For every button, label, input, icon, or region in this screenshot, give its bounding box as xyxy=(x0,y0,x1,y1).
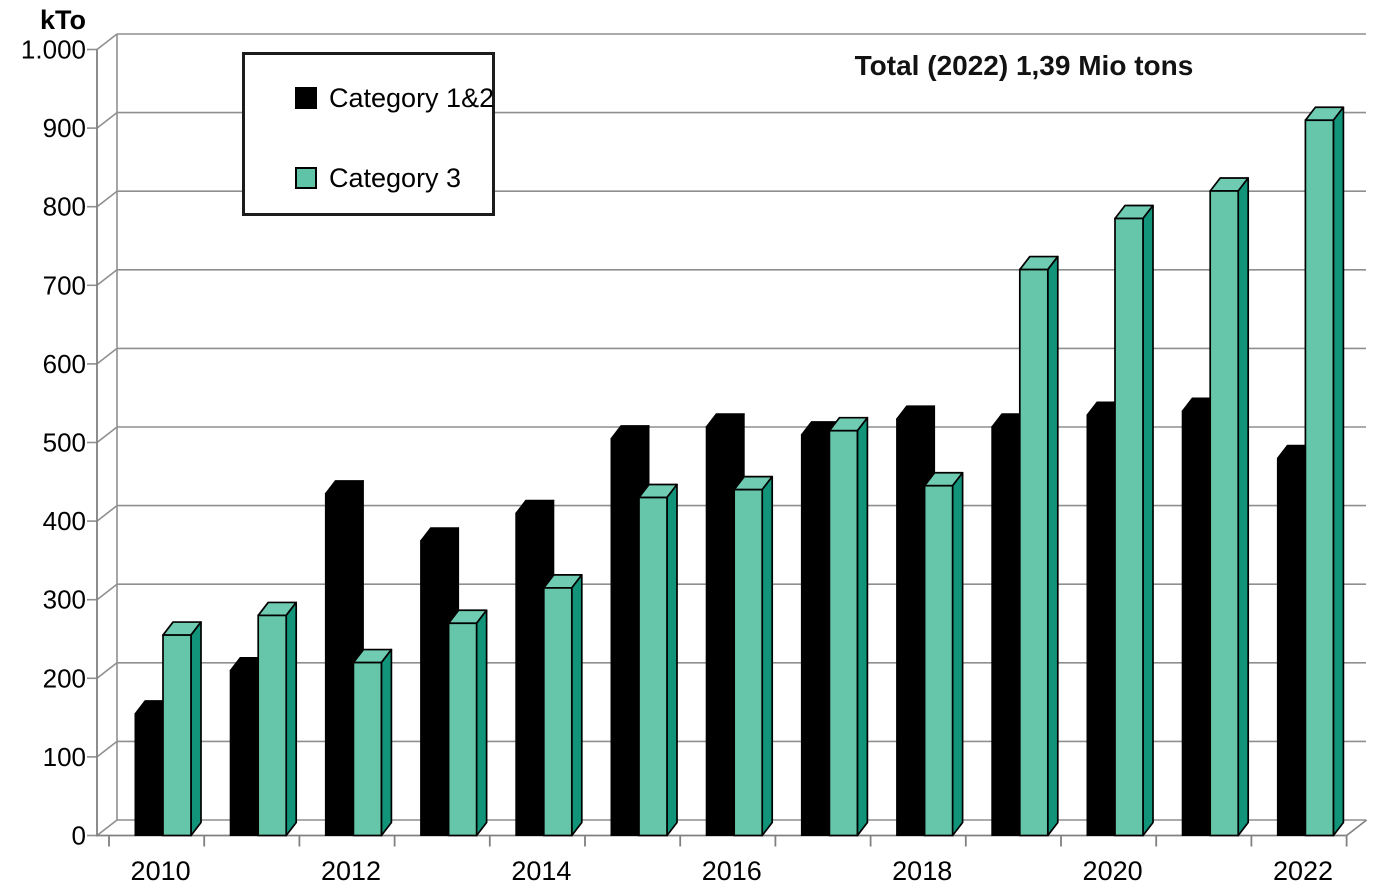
x-tick-label: 2022 xyxy=(1273,856,1333,886)
y-tick-label: 100 xyxy=(43,742,86,772)
bar-category12-2017-front-face xyxy=(800,434,830,836)
depth-connector-line xyxy=(96,426,118,444)
bar-group-2016 xyxy=(705,413,774,837)
bar-category3-2022-side-face xyxy=(1332,106,1345,837)
bar-category3-2016-front-face xyxy=(733,488,764,837)
bar-category3-2010-front-face xyxy=(162,634,192,837)
bar-category12-2014-front-face xyxy=(515,512,545,836)
floor-right-edge xyxy=(1346,819,1368,837)
bar-category3-2018-front-face xyxy=(923,484,954,837)
x-tick-label: 2020 xyxy=(1083,856,1143,886)
bar-category3-2010-side-face xyxy=(190,621,202,837)
legend-item-category-3: Category 3 xyxy=(295,163,461,193)
bar-category3-2017-front-face xyxy=(828,429,859,837)
y-tick-label: 400 xyxy=(43,506,86,536)
y-tick-label: 1.000 xyxy=(21,35,86,65)
bar-group-2018 xyxy=(896,405,964,837)
depth-connector-line xyxy=(96,33,118,51)
bar-category3-2014-front-face xyxy=(542,587,573,837)
bar-category3-2013-side-face xyxy=(475,609,488,837)
y-tick-label: 500 xyxy=(43,428,86,458)
bar-category12-2019-front-face xyxy=(991,426,1021,836)
bar-category12-2013-front-face xyxy=(420,540,450,836)
depth-connector-line xyxy=(96,111,118,129)
bar-category12-2015-front-face xyxy=(610,438,640,836)
y-axis-unit-label: kTo xyxy=(40,5,86,35)
x-tick-label: 2018 xyxy=(892,856,952,886)
bar-category3-2021-side-face xyxy=(1237,177,1250,837)
legend-swatch-category-3 xyxy=(295,167,317,189)
bar-category3-2013-front-face xyxy=(447,622,478,837)
bar-category3-2019-front-face xyxy=(1018,268,1049,837)
bar-group-2015 xyxy=(610,425,678,837)
depth-connector-line xyxy=(96,269,118,286)
bar-category12-2010-front-face xyxy=(134,713,164,836)
bar-group-2014 xyxy=(515,499,583,837)
y-tick-label: 200 xyxy=(43,663,86,693)
depth-connector-line xyxy=(96,662,118,679)
bar-category3-2017-side-face xyxy=(856,416,869,837)
chart-title: Total (2022) 1,39 Mio tons xyxy=(854,50,1194,81)
depth-connector-line xyxy=(96,819,118,837)
bar-category3-2015-front-face xyxy=(638,496,668,837)
x-axis-labels: 2010 2012 2014 2016 2018 2020 2022 xyxy=(131,856,1333,886)
bar-category12-2012-front-face xyxy=(324,493,354,836)
bar-category3-2012-side-face xyxy=(380,648,393,837)
bar-category12-2011-front-face xyxy=(229,669,259,836)
bar-category3-2012-front-face xyxy=(352,661,383,837)
bar-category3-2021-front-face xyxy=(1209,190,1240,837)
depth-connector-line xyxy=(96,504,118,522)
bar-group-2019 xyxy=(991,255,1059,837)
y-tick-label: 600 xyxy=(43,349,86,379)
depth-connector-line xyxy=(96,583,118,601)
bar-category3-2011-side-face xyxy=(285,601,298,837)
bar-category3-2022-front-face xyxy=(1304,119,1335,837)
bar-category3-2019-side-face xyxy=(1046,255,1059,837)
bar-category3-2020-side-face xyxy=(1142,204,1154,837)
legend-label: Category 1&2 xyxy=(329,82,495,113)
x-tick-label: 2014 xyxy=(511,856,571,886)
depth-connector-line xyxy=(96,190,118,208)
bars xyxy=(134,106,1345,837)
legend-swatch-category-1-2 xyxy=(295,87,317,109)
bar-category12-2018-front-face xyxy=(896,418,926,836)
bar-group-2017 xyxy=(800,416,869,837)
bar-group-2022 xyxy=(1276,106,1345,837)
depth-connector-line xyxy=(96,347,118,365)
bar-group-2021 xyxy=(1181,177,1250,837)
bar-category3-2011-front-face xyxy=(257,614,288,837)
bar-group-2013 xyxy=(420,527,488,837)
y-tick-label: 800 xyxy=(43,192,86,222)
legend-box: Category 1&2 Category 3 xyxy=(242,52,495,216)
y-tick-label: 700 xyxy=(43,270,86,300)
bar-category3-2016-side-face xyxy=(761,475,774,837)
legend-label: Category 3 xyxy=(329,162,462,193)
legend-item-category-1-2: Category 1&2 xyxy=(295,83,494,113)
depth-connector-line xyxy=(96,740,118,758)
bar-group-2010 xyxy=(134,621,202,837)
bar-category3-2014-side-face xyxy=(570,574,583,837)
x-tick-label: 2010 xyxy=(131,856,191,886)
bar-group-2011 xyxy=(229,601,298,837)
y-tick-label: 900 xyxy=(43,113,86,143)
bar-category12-2022-front-face xyxy=(1276,457,1306,836)
bar-category12-2020-front-face xyxy=(1086,414,1116,836)
y-tick-label: 0 xyxy=(72,821,86,851)
bar-category12-2021-front-face xyxy=(1181,410,1211,836)
bar-category12-2016-front-face xyxy=(705,426,735,836)
bar-category3-2018-side-face xyxy=(951,471,964,837)
bar-group-2012 xyxy=(324,480,393,837)
bar-category3-2020-front-face xyxy=(1114,217,1144,837)
x-tick-label: 2012 xyxy=(321,856,381,886)
y-axis-labels: 1.000 900 800 700 600 500 400 300 200 100 0 xyxy=(21,35,86,851)
x-tick-label: 2016 xyxy=(702,856,762,886)
y-tick-label: 300 xyxy=(43,585,86,615)
bar-category3-2015-side-face xyxy=(666,483,678,837)
bar-group-2020 xyxy=(1086,204,1154,837)
